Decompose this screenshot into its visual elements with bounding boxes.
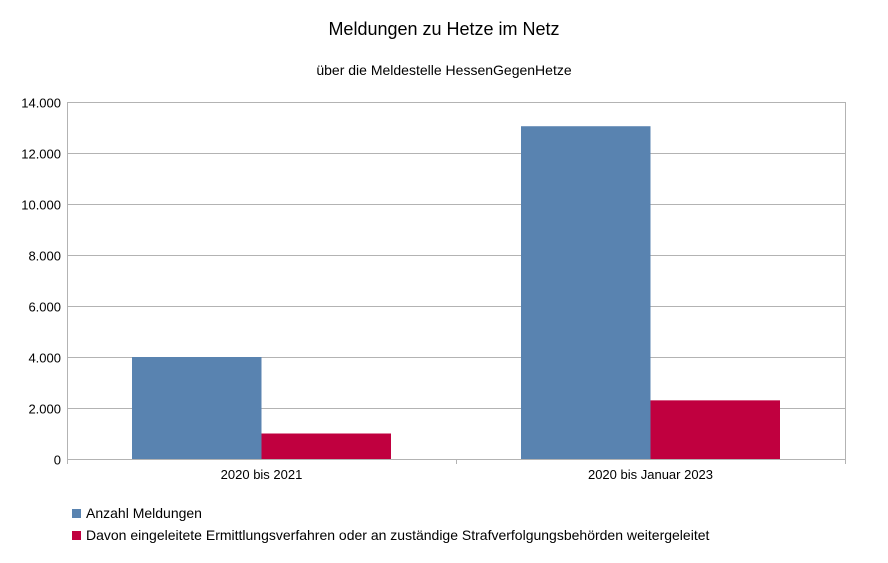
y-tick-label: 2.000: [28, 402, 61, 417]
y-tick-label: 4.000: [28, 351, 61, 366]
axes: [67, 102, 846, 464]
x-tick-labels: 2020 bis 2021 2020 bis Januar 2023: [221, 467, 713, 482]
legend-item-series-1: Anzahl Meldungen: [72, 502, 709, 524]
bar-series-1-1: [132, 357, 262, 459]
y-tick-label: 8.000: [28, 249, 61, 264]
bars: [132, 126, 780, 459]
y-tick-label: 12.000: [21, 147, 61, 162]
bar-series-1-2: [521, 126, 651, 459]
y-tick-label: 14.000: [21, 96, 61, 111]
bar-series-2-2: [650, 400, 780, 459]
x-tick-label: 2020 bis 2021: [221, 467, 303, 482]
y-tick-label: 6.000: [28, 300, 61, 315]
y-tick-label: 10.000: [21, 198, 61, 213]
legend-label-series-1: Anzahl Meldungen: [86, 505, 202, 521]
legend: Anzahl Meldungen Davon eingeleitete Ermi…: [72, 502, 709, 546]
chart-title: Meldungen zu Hetze im Netz: [328, 19, 560, 39]
chart-subtitle: über die Meldestelle HessenGegenHetze: [316, 62, 572, 78]
legend-swatch-series-2: [72, 530, 81, 540]
legend-label-series-2: Davon eingeleitete Ermittlungsverfahren …: [86, 527, 710, 543]
y-tick-label: 0: [54, 453, 61, 468]
legend-item-series-2: Davon eingeleitete Ermittlungsverfahren …: [72, 524, 709, 546]
y-tick-labels: 0 2.000 4.000 6.000 8.000 10.000 12.000 14.000: [21, 96, 61, 468]
bar-series-2-1: [261, 433, 391, 459]
x-tick-label: 2020 bis Januar 2023: [588, 467, 713, 482]
legend-swatch-series-1: [72, 508, 81, 518]
